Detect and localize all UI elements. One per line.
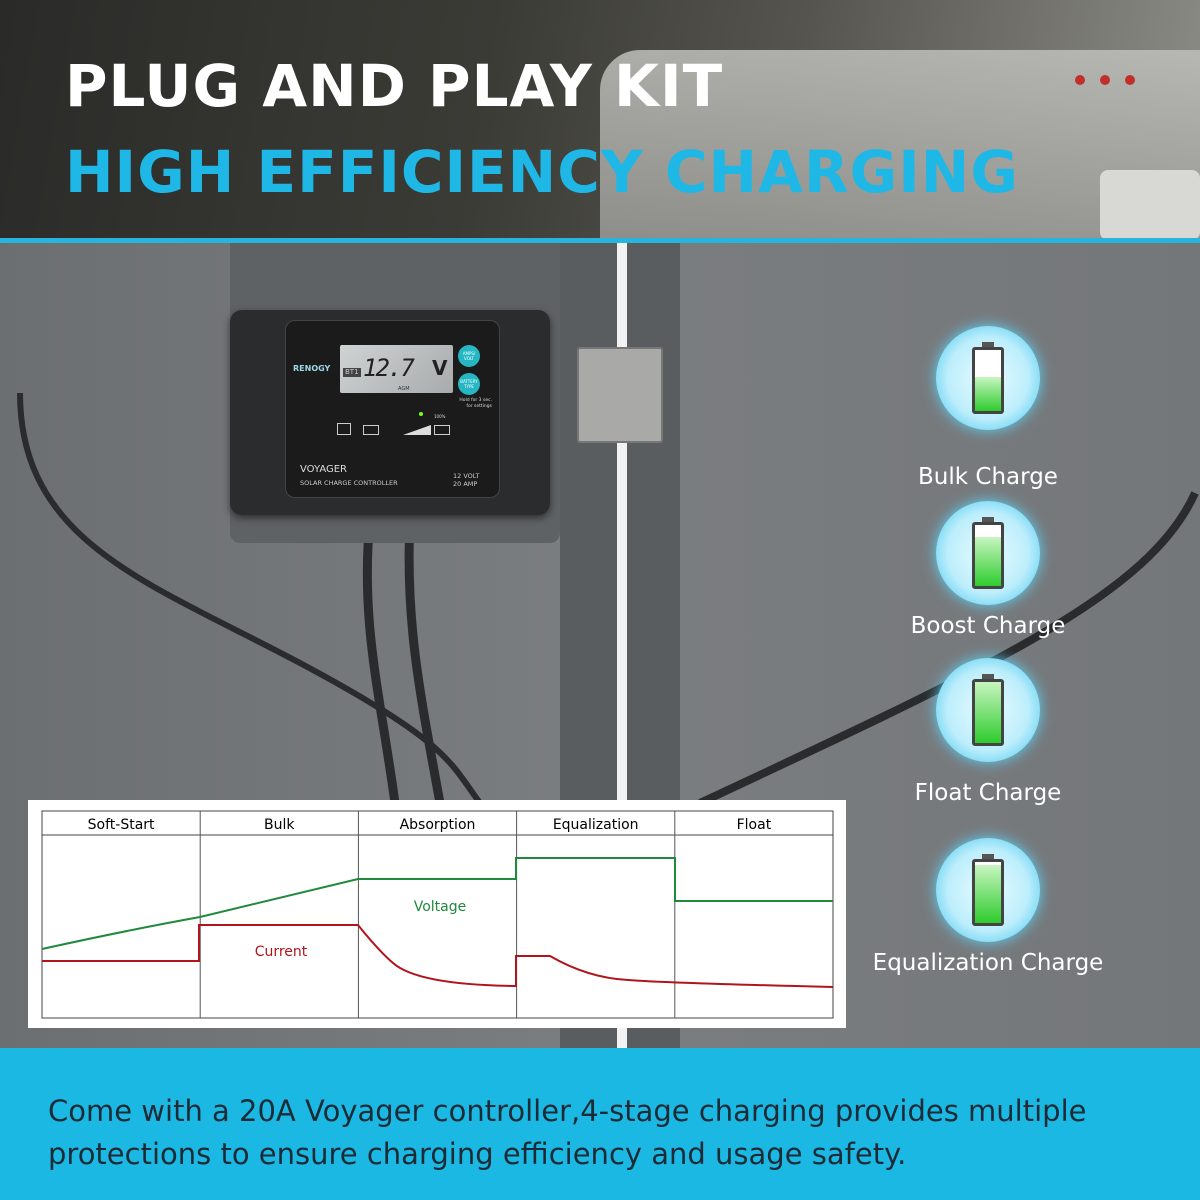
- current-label: Current: [255, 944, 308, 960]
- rv-light: [1125, 75, 1135, 85]
- rv-light: [1075, 75, 1085, 85]
- status-led: [419, 412, 423, 416]
- solar-panel-icon: [337, 423, 351, 435]
- lcd-unit: V: [432, 356, 448, 380]
- amp-spec: 20 AMP: [453, 480, 478, 488]
- lcd-value: 12.7: [363, 354, 415, 382]
- description-band: [0, 1048, 1200, 1200]
- controller-name: VOYAGER: [300, 464, 348, 475]
- amps-volt-button[interactable]: AMPS/ VOLT: [458, 345, 480, 367]
- battery-stage-badge: [936, 326, 1040, 430]
- hinge: [577, 347, 663, 443]
- brand-logo: RENOGY: [293, 364, 331, 373]
- stage-label: Equalization Charge: [872, 950, 1104, 976]
- lcd-mode: AGM: [398, 386, 410, 392]
- battery-icon: [972, 517, 1004, 589]
- controller-subtitle: SOLAR CHARGE CONTROLLER: [300, 479, 398, 487]
- controller-spec: 12 VOLT 20 AMP: [453, 472, 479, 488]
- charge-level-icon: [403, 425, 431, 435]
- voltage-line: [41, 857, 833, 950]
- headline-primary: PLUG AND PLAY KIT: [65, 52, 724, 120]
- voltage-spec: 12 VOLT: [453, 472, 480, 480]
- rv-window: [1100, 170, 1200, 240]
- stage-header: Bulk: [264, 817, 295, 833]
- stage-header: Soft-Start: [88, 817, 155, 833]
- divider: [0, 238, 1200, 243]
- charge-percent: 100%: [434, 414, 446, 419]
- rv-light: [1100, 75, 1110, 85]
- battery-charging-icon: [363, 425, 379, 435]
- chart-frame: [41, 810, 834, 1019]
- battery-icon: [434, 425, 450, 435]
- stage-label: Boost Charge: [910, 613, 1066, 639]
- battery-icon: [972, 854, 1004, 926]
- battery-stage-badge: [936, 501, 1040, 605]
- description-text: Come with a 20A Voyager controller,4-sta…: [48, 1094, 1087, 1171]
- headline-secondary: HIGH EFFICIENCY CHARGING: [65, 138, 1019, 206]
- battery-icon: [972, 674, 1004, 746]
- cables: [17, 392, 1199, 807]
- battery-stage-badge: [936, 658, 1040, 762]
- stage-header: Equalization: [553, 817, 639, 833]
- stage-label: Float Charge: [914, 780, 1062, 806]
- battery-icon: [972, 342, 1004, 414]
- hold-note: Hold for 3 sec. for settings: [459, 398, 492, 409]
- battery-stage-badge: [936, 838, 1040, 942]
- lcd-battery-label: BT1: [343, 368, 361, 377]
- voltage-label: Voltage: [414, 899, 467, 915]
- panel-rail: [617, 243, 627, 1048]
- chart-svg: Soft-Start Bulk Absorption Equalization Floa…: [41, 810, 834, 1019]
- stage-label: Bulk Charge: [918, 464, 1058, 490]
- stage-header: Float: [737, 817, 772, 833]
- current-line: [42, 924, 834, 988]
- charging-stage-chart: Soft-Start Bulk Absorption Equalization Floa…: [28, 800, 846, 1028]
- stage-header: Absorption: [400, 817, 476, 833]
- battery-type-button[interactable]: BATTERY TYPE: [458, 373, 480, 395]
